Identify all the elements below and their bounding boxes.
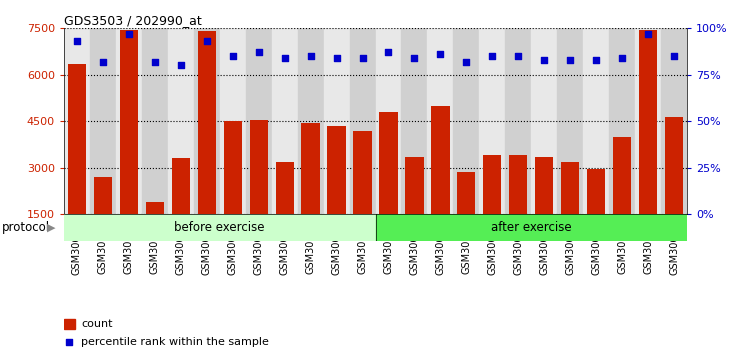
- Point: [409, 55, 421, 61]
- Bar: [661, 28, 687, 214]
- Point: [71, 39, 83, 44]
- Bar: [301, 123, 320, 261]
- Bar: [194, 28, 220, 214]
- Bar: [146, 202, 164, 261]
- Bar: [427, 28, 454, 214]
- Point: [149, 59, 161, 65]
- Bar: [505, 28, 532, 214]
- Bar: [431, 106, 450, 261]
- Point: [122, 31, 134, 37]
- Text: ▶: ▶: [47, 222, 55, 233]
- Bar: [64, 28, 90, 214]
- Point: [63, 339, 75, 344]
- Text: protocol: protocol: [2, 221, 50, 234]
- Point: [512, 53, 524, 59]
- Point: [564, 57, 576, 63]
- Point: [175, 63, 187, 68]
- Bar: [587, 169, 605, 261]
- Bar: [349, 28, 376, 214]
- Point: [590, 57, 602, 63]
- Bar: [172, 159, 190, 261]
- Bar: [64, 214, 376, 241]
- Text: count: count: [81, 319, 113, 329]
- Bar: [532, 28, 557, 214]
- Bar: [94, 177, 112, 261]
- Bar: [64, 319, 75, 329]
- Point: [668, 53, 680, 59]
- Text: after exercise: after exercise: [491, 221, 572, 234]
- Bar: [220, 28, 246, 214]
- Bar: [198, 32, 216, 261]
- Point: [434, 51, 446, 57]
- Bar: [142, 28, 167, 214]
- Bar: [376, 214, 687, 241]
- Bar: [379, 112, 397, 261]
- Bar: [119, 30, 138, 261]
- Bar: [557, 28, 584, 214]
- Bar: [639, 30, 657, 261]
- Point: [357, 55, 369, 61]
- Bar: [68, 64, 86, 261]
- Point: [538, 57, 550, 63]
- Bar: [327, 126, 345, 261]
- Bar: [561, 161, 579, 261]
- Bar: [402, 28, 427, 214]
- Point: [201, 39, 213, 44]
- Text: percentile rank within the sample: percentile rank within the sample: [81, 337, 269, 347]
- Bar: [613, 137, 632, 261]
- Text: GDS3503 / 202990_at: GDS3503 / 202990_at: [64, 14, 201, 27]
- Point: [227, 53, 239, 59]
- Bar: [167, 28, 194, 214]
- Point: [382, 50, 394, 55]
- Point: [460, 59, 472, 65]
- Bar: [406, 157, 424, 261]
- Bar: [272, 28, 297, 214]
- Bar: [609, 28, 635, 214]
- Bar: [246, 28, 272, 214]
- Point: [252, 50, 264, 55]
- Bar: [484, 155, 502, 261]
- Bar: [479, 28, 505, 214]
- Bar: [376, 28, 402, 214]
- Point: [487, 53, 499, 59]
- Point: [617, 55, 629, 61]
- Point: [97, 59, 109, 65]
- Bar: [116, 28, 142, 214]
- Bar: [509, 155, 527, 261]
- Bar: [665, 116, 683, 261]
- Point: [305, 53, 317, 59]
- Point: [279, 55, 291, 61]
- Bar: [324, 28, 349, 214]
- Bar: [276, 161, 294, 261]
- Bar: [454, 28, 479, 214]
- Bar: [354, 131, 372, 261]
- Bar: [457, 172, 475, 261]
- Bar: [635, 28, 661, 214]
- Bar: [249, 120, 267, 261]
- Text: before exercise: before exercise: [174, 221, 265, 234]
- Bar: [90, 28, 116, 214]
- Point: [330, 55, 342, 61]
- Point: [642, 31, 654, 37]
- Bar: [224, 121, 242, 261]
- Bar: [584, 28, 609, 214]
- Bar: [297, 28, 324, 214]
- Bar: [535, 157, 553, 261]
